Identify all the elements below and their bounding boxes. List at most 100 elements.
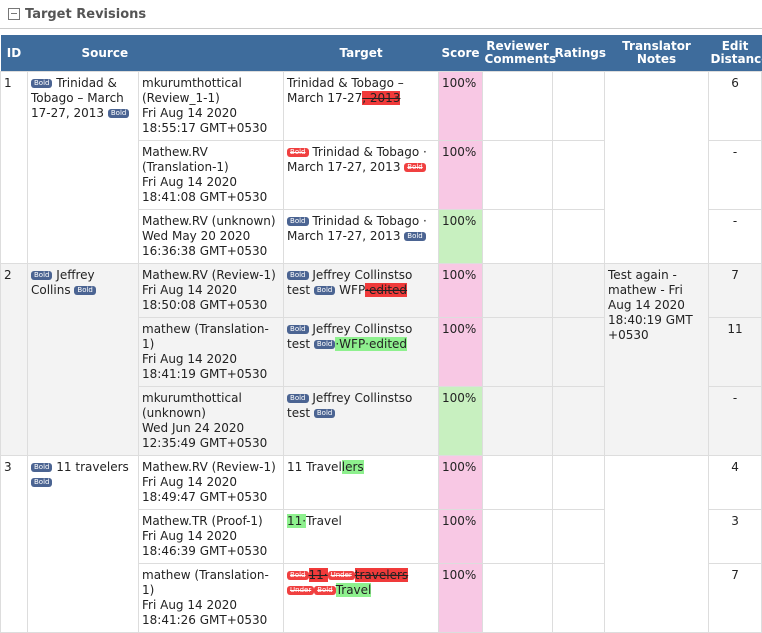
author-cell: mathew (Translation-1) Fri Aug 14 2020 18… xyxy=(137,563,285,633)
reviewer-comments-cell xyxy=(482,317,554,387)
source-cell: Bold Trinidad & Tobago – March 17-27, 20… xyxy=(27,71,139,264)
tag-badge: Bold xyxy=(313,340,336,349)
target-cell: Trinidad & Tobago – March 17-27, 2013 xyxy=(283,71,440,141)
column-header: Source xyxy=(27,35,284,72)
reviewer-comments-cell xyxy=(482,455,554,510)
edit-distance-cell: - xyxy=(708,209,762,264)
translator-notes-cell xyxy=(604,455,710,633)
date: Fri Aug 14 2020 18:41:26 GMT+0530 xyxy=(142,598,268,627)
edit-distance-cell: 3 xyxy=(708,509,762,564)
column-header: Ratings xyxy=(552,35,606,72)
text: Travel xyxy=(306,514,342,528)
target-cell: Bold Jeffrey Collinstso test Bold WFP·ed… xyxy=(283,263,440,318)
id-cell: 2 xyxy=(0,263,28,456)
author: Mathew.RV xyxy=(142,214,208,228)
author-cell: Mathew.RV (Translation-1) Fri Aug 14 2020… xyxy=(137,140,285,210)
revision-row: Mathew.TR (Proof-1) Fri Aug 14 2020 18:46… xyxy=(1,509,762,564)
tag-badge: Bold xyxy=(287,394,309,403)
tag-badge: Bold xyxy=(313,409,336,418)
date: Fri Aug 14 2020 18:55:17 GMT+0530 xyxy=(142,106,268,135)
text: Trinidad & Tobago – March 17-27, 2013 xyxy=(31,76,124,120)
score-cell: 100% xyxy=(438,263,484,318)
target-cell: 11·Travel xyxy=(283,509,440,564)
deleted-tag: Bold xyxy=(287,571,309,580)
text: Jeffrey Collinstso test xyxy=(287,268,413,297)
tag-badge: Bold xyxy=(31,79,53,88)
text: Trinidad & Tobago – March 17-27 xyxy=(287,76,404,105)
text: Jeffrey Collinstso test xyxy=(287,391,413,420)
section-header[interactable]: Target Revisions xyxy=(0,0,762,29)
tag-badge: Bold xyxy=(287,325,309,334)
ratings-cell xyxy=(552,509,606,564)
author: Mathew.RV xyxy=(142,268,208,282)
author: mkurumthottical xyxy=(142,76,242,90)
ratings-cell xyxy=(552,263,606,318)
score-cell: 100% xyxy=(438,509,484,564)
target-cell: Bold Trinidad & Tobago · March 17-27, 20… xyxy=(283,140,440,210)
deleted-tag: Bold xyxy=(314,586,336,595)
author: Mathew.RV xyxy=(142,145,208,159)
date: Fri Aug 14 2020 18:46:39 GMT+0530 xyxy=(142,529,268,558)
date: Wed Jun 24 2020 12:35:49 GMT+0530 xyxy=(142,421,268,450)
role: (Translation-1) xyxy=(142,568,269,597)
collapse-icon[interactable] xyxy=(8,8,20,20)
edit-distance-cell: - xyxy=(708,140,762,210)
text: Trinidad & Tobago · March 17-27, 2013 xyxy=(287,214,427,243)
tag-badge: Bold xyxy=(404,232,426,241)
author: mkurumthottical xyxy=(142,391,242,405)
role: (Review-1) xyxy=(211,268,276,282)
author-cell: mathew (Translation-1) Fri Aug 14 2020 18… xyxy=(137,317,285,387)
score-cell: 100% xyxy=(438,455,484,510)
deleted-text: , 2013 xyxy=(362,91,401,105)
author: Mathew.RV xyxy=(142,460,208,474)
column-header: Score xyxy=(438,35,483,72)
inserted-text: 11· xyxy=(287,514,307,528)
text: 11 travelers xyxy=(52,460,129,474)
role: (unknown) xyxy=(142,406,206,420)
tag-badge: Bold xyxy=(74,286,96,295)
ratings-cell xyxy=(552,563,606,633)
reviewer-comments-cell xyxy=(482,509,554,564)
author-cell: mkurumthottical (Review_1-1) Fri Aug 14 2… xyxy=(137,71,285,141)
deleted-text: travelers xyxy=(354,568,409,582)
text: Trinidad & Tobago · March 17-27, 2013 xyxy=(287,145,427,174)
role: (Proof-1) xyxy=(211,514,263,528)
ratings-cell xyxy=(552,140,606,210)
ratings-cell xyxy=(552,455,606,510)
target-cell: Bold Jeffrey Collinstso test Bold ·WFP·ed… xyxy=(283,317,440,387)
author-cell: Mathew.TR (Proof-1) Fri Aug 14 2020 18:46… xyxy=(137,509,285,564)
edit-distance-cell: 7 xyxy=(708,563,762,633)
id-cell: 3 xyxy=(0,455,28,633)
revisions-table: ID Source Target Score Reviewer Comments Rati… xyxy=(0,35,762,633)
source-cell: Bold Jeffrey Collins Bold xyxy=(27,263,139,456)
deleted-tag: Bold xyxy=(404,163,426,172)
reviewer-comments-cell xyxy=(482,263,554,318)
role: (unknown) xyxy=(211,214,276,228)
date: Fri Aug 14 2020 18:49:47 GMT+0530 xyxy=(142,475,268,504)
author: mathew xyxy=(142,322,191,336)
reviewer-comments-cell xyxy=(482,209,554,264)
author-cell: Mathew.RV (unknown) Wed May 20 2020 16:36… xyxy=(137,209,285,264)
inserted-text: Travel xyxy=(335,583,372,597)
revision-row: Mathew.RV (Translation-1) Fri Aug 14 2020… xyxy=(1,140,762,210)
score-cell: 100% xyxy=(438,140,484,210)
author: Mathew.TR xyxy=(142,514,208,528)
column-header: Translator Notes xyxy=(604,35,709,72)
text: 11 Travel xyxy=(287,460,342,474)
ratings-cell xyxy=(552,71,606,141)
tag-badge: Bold xyxy=(31,478,53,487)
score-cell: 100% xyxy=(438,71,484,141)
tag-badge: Bold xyxy=(31,271,53,280)
edit-distance-cell: - xyxy=(708,386,762,456)
date: Fri Aug 14 2020 18:41:19 GMT+0530 xyxy=(142,352,268,381)
column-header: ID xyxy=(0,35,28,72)
revision-row: 3 Bold 11 travelers Bold Mathew.RV (Review… xyxy=(0,455,762,633)
score-cell: 100% xyxy=(438,563,484,633)
role: (Review-1) xyxy=(211,460,276,474)
tag-badge: Bold xyxy=(287,217,309,226)
author-cell: Mathew.RV (Review-1) Fri Aug 14 2020 18:4… xyxy=(137,455,285,510)
revision-row: mkurumthottical (unknown) Wed Jun 24 2020… xyxy=(1,386,762,456)
date: Wed May 20 2020 16:36:38 GMT+0530 xyxy=(142,229,268,258)
translator-notes-cell xyxy=(604,71,710,264)
